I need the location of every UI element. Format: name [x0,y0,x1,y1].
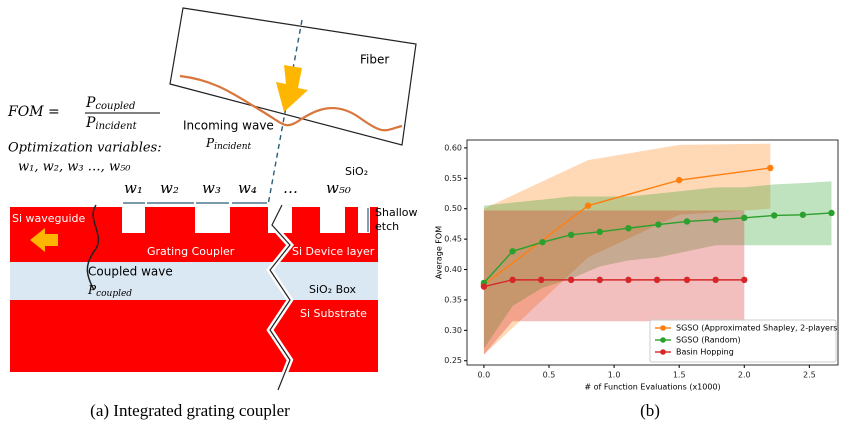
x-tick-label: 0.0 [478,371,491,380]
point [712,216,718,222]
x-tick-label: 2.5 [803,371,816,380]
point [597,277,603,283]
point [625,277,631,283]
box-label: SiO₂ Box [309,283,357,296]
point [568,232,574,238]
w-label: w₁ [124,179,143,197]
point [509,277,515,283]
point [767,165,773,171]
si-waveguide: Si waveguide [12,212,86,225]
caption: (a) Integrated grating coupler [90,401,290,420]
legend-marker [660,337,666,343]
y-tick-label: 0.35 [444,295,462,304]
fom-den: Pincident [85,115,138,132]
y-tick-label: 0.60 [444,143,462,152]
point [539,239,545,245]
point [741,277,747,283]
point [676,177,682,183]
y-tick-label: 0.25 [444,356,462,365]
shallow-label: Shallow [375,206,418,219]
coupled-label: Coupled wave [88,265,173,279]
point [741,215,747,221]
fom-lhs: FOM = [7,104,60,120]
fom-num: Pcoupled [85,95,135,112]
legend-label: SGSO (Approximated Shapley, 2-players [676,324,837,333]
substrate-label: Si Substrate [300,307,367,320]
y-tick-label: 0.55 [444,174,462,183]
point [655,221,661,227]
point [509,248,515,254]
y-axis-label: Average FOM [435,226,444,279]
y-tick-label: 0.40 [444,265,462,274]
point [625,225,631,231]
w-label: w₅₀ [326,179,351,197]
y-tick-label: 0.45 [444,235,462,244]
point [585,202,591,208]
chart: 0.0 0.5 1.0 1.5 2.0 2.5 0.25 0.30 0.35 0.40 0.45 0.… [435,140,839,392]
point [654,277,660,283]
point [684,277,690,283]
point [568,277,574,283]
point [481,283,487,289]
legend-marker [660,325,666,331]
point [712,277,718,283]
fiber-label: Fiber [360,53,389,67]
legend-marker [660,349,666,355]
grating-label: Grating Coupler [147,245,235,258]
figure: Fiber Incoming wave Pincident FOM = Pcou… [0,0,845,430]
y-tick-label: 0.50 [444,204,462,213]
caption: (b) [640,401,660,420]
point [771,212,777,218]
legend-label: SGSO (Random) [676,336,741,345]
x-tick-label: 1.0 [608,371,621,380]
diagram: Fiber Incoming wave Pincident FOM = Pcou… [7,8,418,420]
w-label: w₂ [160,179,179,197]
point [538,277,544,283]
point [828,210,834,216]
opt-vars: w₁, w₂, w₃ …, w₅₀ [18,160,131,175]
x-tick-label: 2.0 [738,371,751,380]
w-label: w₃ [202,179,221,197]
legend-label: Basin Hopping [676,348,734,357]
p-incident: Pincident [205,136,252,152]
sio2-top: SiO₂ [345,165,368,178]
shallow-label: etch [375,220,399,233]
x-tick-label: 1.5 [673,371,686,380]
point [684,218,690,224]
point [597,229,603,235]
opt-label: Optimization variables: [8,141,162,156]
w-label: … [283,179,298,197]
width-labels: w₁ w₂ w₃ w₄ … w₅₀ [124,179,351,197]
x-tick-label: 0.5 [543,371,556,380]
point [800,212,806,218]
w-label: w₄ [238,179,257,197]
y-tick-label: 0.30 [444,326,462,335]
device-layer-label: Si Device layer [292,245,375,258]
x-axis-label: # of Function Evaluations (x1000) [584,383,720,392]
incoming-label: Incoming wave [183,119,274,133]
